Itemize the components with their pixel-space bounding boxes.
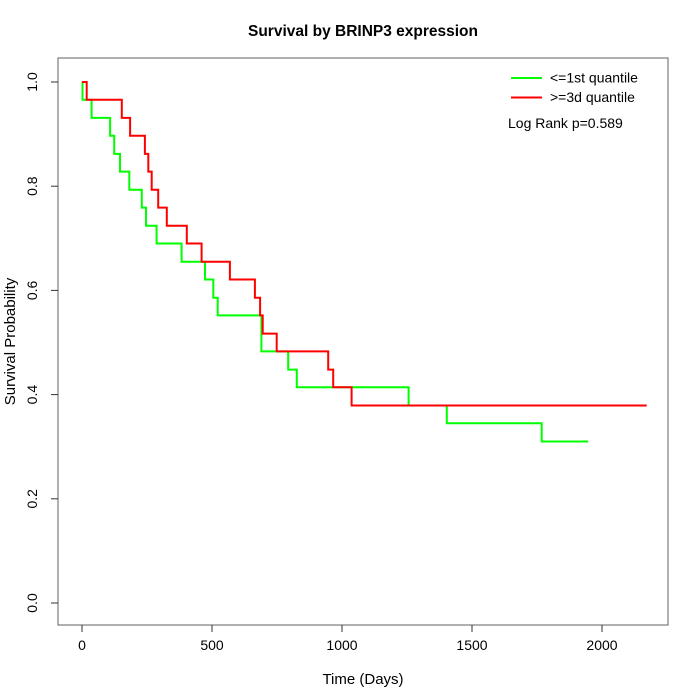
y-axis-ticks: 0.0 0.2 0.4 0.6 0.8 1.0 [24,72,58,613]
survival-curve-low-quantile [81,81,589,443]
x-tick-label: 1500 [456,637,487,653]
legend-label: <=1st quantile [550,70,638,86]
y-axis-label: Survival Probability [2,277,19,405]
legend-label: >=3d quantile [550,89,635,105]
survival-curves [81,81,647,443]
survival-curve-high-quantile [82,81,647,407]
x-tick-label: 2000 [586,637,617,653]
y-tick-label: 0.6 [24,280,40,300]
y-tick-label: 1.0 [24,72,40,92]
x-axis-label: Time (Days) [322,671,403,688]
x-tick-label: 1000 [326,637,357,653]
log-rank-annotation: Log Rank p=0.589 [508,115,623,131]
x-tick-label: 0 [78,637,86,653]
y-tick-label: 0.8 [24,176,40,196]
chart-title: Survival by BRINP3 expression [248,23,478,40]
x-tick-label: 500 [200,637,224,653]
y-tick-label: 0.2 [24,489,40,509]
x-axis-ticks: 0 500 1000 1500 2000 [78,625,618,653]
legend: <=1st quantile >=3d quantile [511,70,638,105]
plot-area-border [57,57,669,626]
y-tick-label: 0.0 [24,593,40,613]
y-tick-label: 0.4 [24,385,40,405]
